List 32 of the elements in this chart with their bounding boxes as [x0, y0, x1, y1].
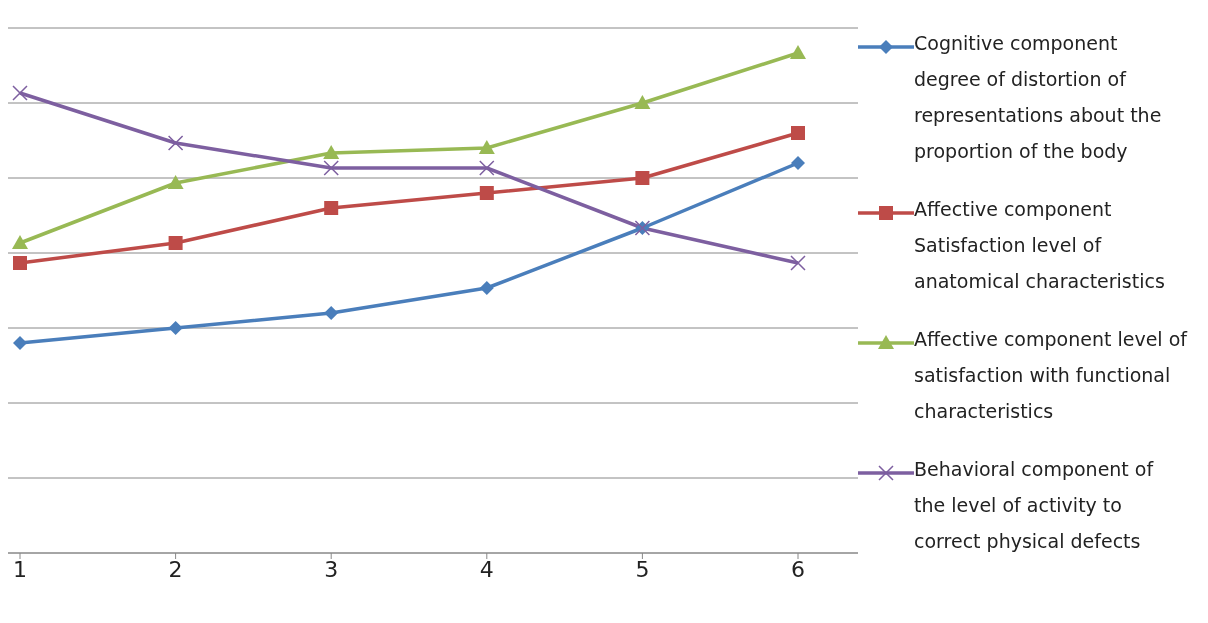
point: [167, 135, 184, 151]
point: [168, 236, 183, 250]
point: [167, 175, 184, 189]
x-tick-label: 5: [635, 556, 650, 582]
point: [12, 235, 28, 249]
point: [13, 336, 27, 350]
legend-label: Cognitive component degree of distortion of representations about the proportion of the body: [914, 30, 1163, 164]
point: [478, 140, 495, 154]
x-tick-label: 1: [13, 556, 27, 582]
point: [168, 321, 183, 335]
point: [791, 126, 805, 140]
point: [791, 156, 805, 170]
legend-label: Behavioral component of the level of activity to correct physical defects: [914, 456, 1155, 554]
point: [479, 160, 495, 176]
point: [13, 256, 27, 270]
point: [790, 255, 806, 271]
point: [323, 160, 339, 176]
point: [479, 186, 494, 200]
point: [323, 145, 340, 159]
point: [635, 171, 650, 185]
point: [634, 95, 651, 109]
x-tick-label: 6: [791, 556, 805, 582]
x-tick-label: 4: [479, 556, 494, 582]
point: [12, 85, 28, 101]
legend-label: Affective component level of satisfaction with functional characteristics: [914, 326, 1188, 424]
point: [790, 45, 806, 59]
point: [324, 201, 339, 215]
point: [324, 306, 339, 320]
point: [479, 281, 494, 295]
x-tick-label: 3: [324, 556, 339, 582]
legend-label: Affective component Satisfaction level of anatomical characteristics: [914, 196, 1166, 294]
x-tick-label: 2: [168, 556, 183, 582]
